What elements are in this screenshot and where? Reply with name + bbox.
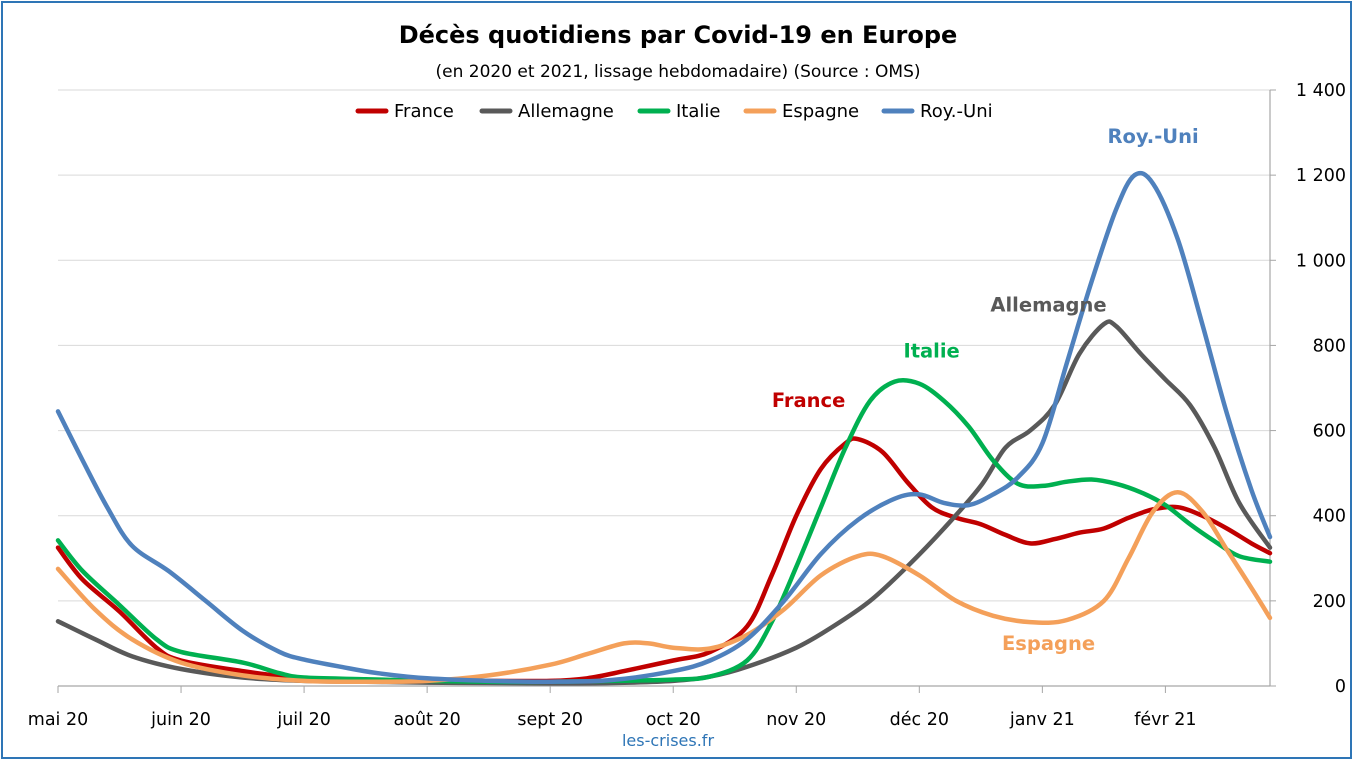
source-note: les-crises.fr [622,731,714,750]
y-tick-label: 1 000 [1296,251,1346,271]
y-tick-label: 400 [1313,507,1346,527]
annotation-italie: Italie [903,339,959,362]
x-tick-label: août 20 [394,710,461,730]
x-tick-label: déc 20 [890,710,949,730]
y-tick-label: 0 [1335,677,1346,697]
y-tick-label: 1 400 [1296,81,1346,101]
x-tick-label: nov 20 [766,710,826,730]
x-tick-label: juin 20 [150,710,211,730]
legend-label-roy-uni: Roy.-Uni [920,101,993,122]
x-tick-label: févr 21 [1134,710,1196,730]
legend-label-allemagne: Allemagne [518,101,614,122]
x-tick-label: janv 21 [1009,710,1075,730]
y-tick-label: 1 200 [1296,166,1346,186]
x-tick-label: sept 20 [517,710,583,730]
y-tick-label: 600 [1313,422,1346,442]
annotation-roy-uni: Roy.-Uni [1107,125,1198,148]
series-lines [55,170,1273,686]
x-tick-label: juil 20 [276,710,331,730]
series-line-roy-uni [55,170,1273,684]
series-line-italie [55,377,1273,685]
chart-title: Décès quotidiens par Covid-19 en Europe [399,21,958,49]
legend: France Allemagne Italie Espagne Roy.-Uni [355,101,993,122]
series-line-espagne [55,490,1273,684]
series-annotations: France Allemagne Italie Espagne Roy.-Uni [772,125,1199,655]
annotation-allemagne: Allemagne [990,293,1106,316]
annotation-espagne: Espagne [1002,632,1095,655]
chart-subtitle: (en 2020 et 2021, lissage hebdomadaire) … [435,62,920,82]
grid-lines [58,89,1270,602]
y-tick-label: 200 [1313,592,1346,612]
x-tick-label: mai 20 [28,710,88,730]
legend-label-france: France [394,101,454,122]
annotation-france: France [772,389,846,412]
legend-label-italie: Italie [676,101,720,122]
axes: 0 200 400 600 800 1 000 1 200 1 400 mai 20 juin 2… [28,81,1346,730]
legend-label-espagne: Espagne [782,101,859,122]
x-tick-label: oct 20 [646,710,701,730]
y-tick-label: 800 [1313,336,1346,356]
